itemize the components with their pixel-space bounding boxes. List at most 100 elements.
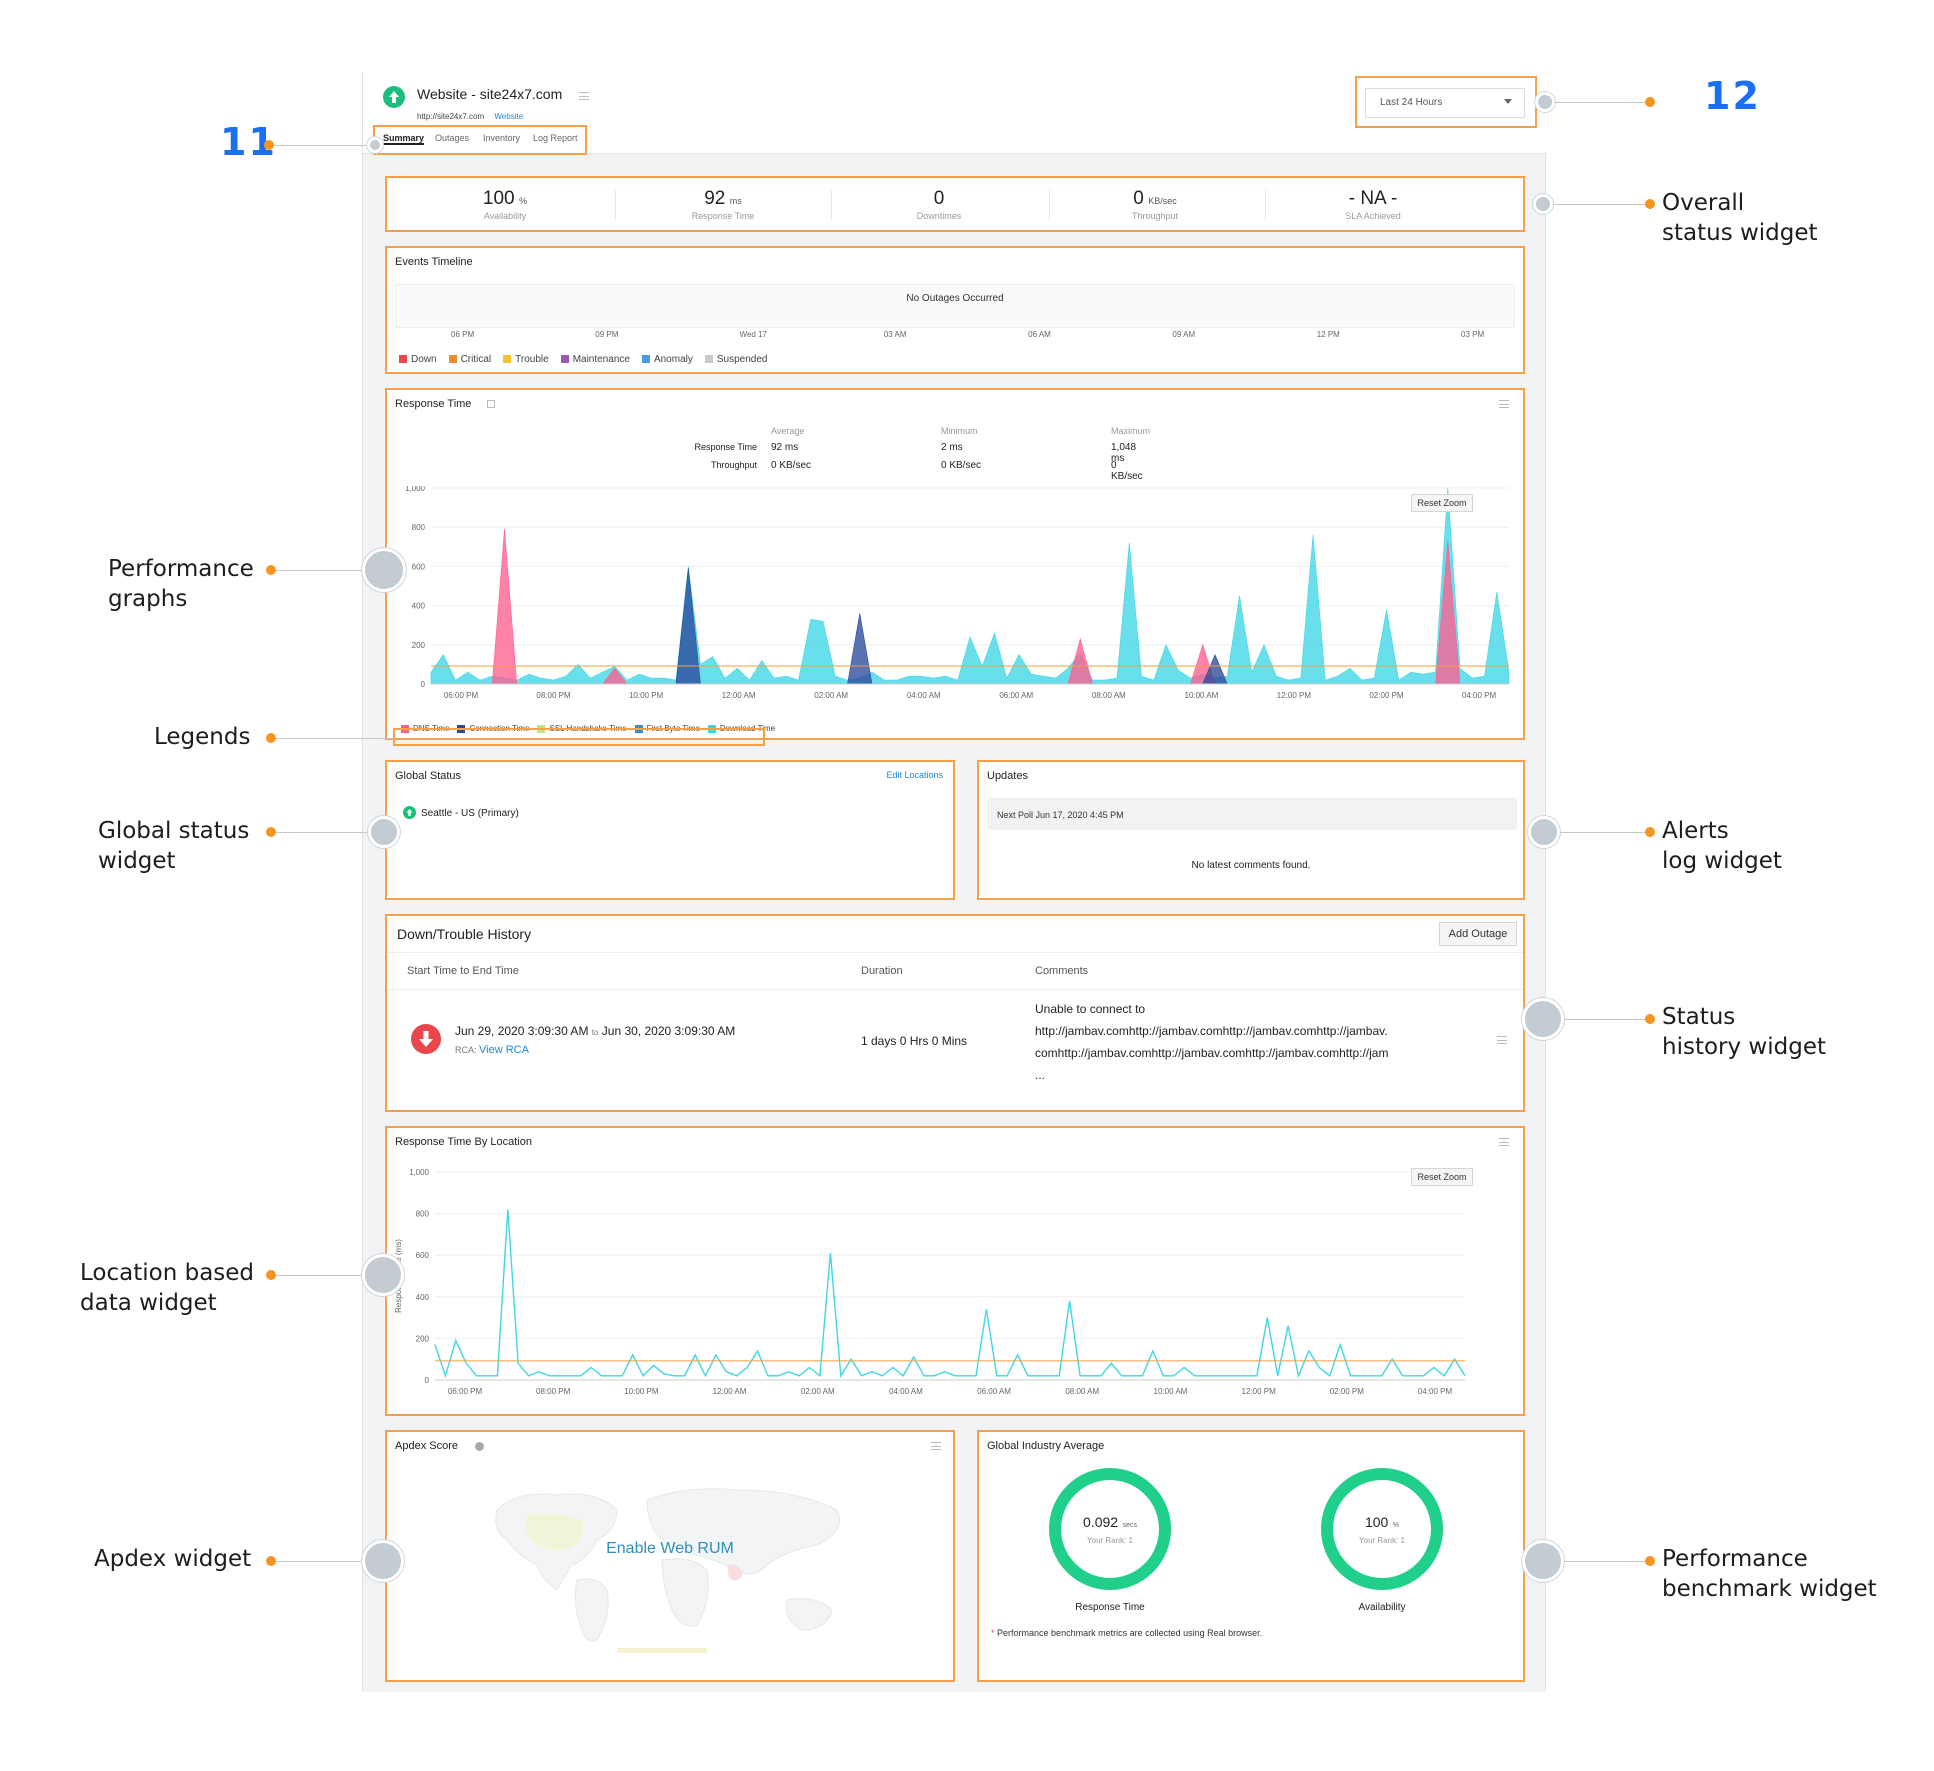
x-tick-label: 04:00 PM xyxy=(1418,1387,1453,1396)
menu-icon[interactable] xyxy=(1499,400,1509,408)
callout-leader xyxy=(276,832,370,833)
x-tick-label: 04:00 PM xyxy=(1462,691,1497,700)
events-legend-item[interactable]: Maintenance xyxy=(560,354,630,365)
callout-leader xyxy=(1555,102,1645,103)
gauge-rank: Your Rank: 1 xyxy=(1359,1536,1405,1545)
monitor-title: Website - site24x7.com xyxy=(417,86,563,102)
reset-zoom-button[interactable]: Reset Zoom xyxy=(1411,1168,1473,1186)
events-tick-label: 09 PM xyxy=(595,330,619,339)
callout-number-12: 12 xyxy=(1704,74,1761,118)
col-start-end: Start Time to End Time xyxy=(407,965,519,977)
edit-locations-link[interactable]: Edit Locations xyxy=(886,770,943,780)
global-status-title: Global Status xyxy=(395,770,462,782)
menu-icon[interactable] xyxy=(1497,1036,1507,1044)
divider xyxy=(615,190,616,220)
x-tick-label: 08:00 AM xyxy=(1065,1387,1099,1396)
monitor-url[interactable]: http://site24x7.com xyxy=(417,112,485,121)
x-tick-label: 10:00 PM xyxy=(629,691,664,700)
menu-icon[interactable] xyxy=(931,1442,941,1450)
callout-overall-status: Overall status widget xyxy=(1662,188,1818,248)
benchmark-note-text: Performance benchmark metrics are collec… xyxy=(997,1628,1263,1638)
response-time-chart[interactable]: 0 200 400 600 800 1,000 06:00 PM 08:00 PM 10:00 … xyxy=(395,486,1515,720)
row-label: Response Time xyxy=(694,442,757,452)
gauge-value: 100 xyxy=(1364,1514,1389,1530)
events-legend-item[interactable]: Suspended xyxy=(704,354,767,365)
y-tick-label: 1,000 xyxy=(409,1168,430,1177)
events-tick-label: 06 AM xyxy=(1028,330,1051,339)
info-icon[interactable] xyxy=(475,1442,484,1451)
enable-rum-link[interactable]: Enable Web RUM xyxy=(606,1540,734,1557)
callout-pin xyxy=(1645,1556,1655,1566)
gauge-label: Availability xyxy=(1358,1602,1406,1613)
callout-line: history widget xyxy=(1662,1034,1826,1060)
callout-marker xyxy=(368,816,400,848)
tab-log-report[interactable]: Log Report xyxy=(533,133,578,143)
x-tick-label: 12:00 PM xyxy=(1242,1387,1277,1396)
stat-availability: 100 % Availability xyxy=(405,188,605,221)
events-legend: Down Critical Trouble Maintenance Anomaly Sus… xyxy=(399,354,767,365)
outage-end: Jun 30, 2020 3:09:30 AM xyxy=(601,1024,736,1038)
benchmark-note: * Performance benchmark metrics are coll… xyxy=(991,1628,1262,1638)
menu-icon[interactable] xyxy=(579,92,589,100)
tab-outages[interactable]: Outages xyxy=(435,133,470,143)
outage-to: to xyxy=(591,1028,599,1037)
events-tick-label: 03 PM xyxy=(1461,330,1485,339)
tab-inventory[interactable]: Inventory xyxy=(483,133,521,143)
stat-label: Response Time xyxy=(691,211,755,221)
events-track: No Outages Occurred xyxy=(395,284,1515,328)
tab-summary[interactable]: Summary xyxy=(383,133,425,145)
callout-marker xyxy=(362,548,406,592)
x-tick-label: 06:00 PM xyxy=(448,1387,483,1396)
cell: 0 KB/sec xyxy=(771,460,812,471)
external-link-icon[interactable] xyxy=(487,400,495,408)
period-select-value: Last 24 Hours xyxy=(1380,97,1443,108)
stat-label: SLA Achieved xyxy=(1345,211,1401,221)
x-tick-label: 12:00 PM xyxy=(1277,691,1312,700)
events-legend-item[interactable]: Anomaly xyxy=(641,354,693,365)
menu-icon[interactable] xyxy=(1499,1138,1509,1146)
events-legend-item[interactable]: Critical xyxy=(448,354,491,365)
legend-swatch xyxy=(560,355,569,364)
location-name[interactable]: Seattle - US (Primary) xyxy=(421,808,519,819)
view-rca-link[interactable]: View RCA xyxy=(479,1044,529,1056)
stat-label: Availability xyxy=(483,211,527,221)
callout-line: log widget xyxy=(1662,848,1782,874)
callout-pin xyxy=(1645,827,1655,837)
callout-line: Alerts xyxy=(1662,818,1729,844)
location-data-widget: Response Time By Location 0 200 400 600 800 1… xyxy=(385,1126,1525,1416)
events-legend-item[interactable]: Down xyxy=(399,354,437,365)
tab-bar-highlight xyxy=(373,125,587,155)
divider xyxy=(1265,190,1266,220)
dashboard: Website - site24x7.com http://site24x7.c… xyxy=(362,72,1547,1692)
monitor-header: Website - site24x7.com http://site24x7.c… xyxy=(363,72,1547,154)
outage-start: Jun 29, 2020 3:09:30 AM xyxy=(455,1024,589,1038)
col-head-maximum: Maximum xyxy=(1111,426,1151,436)
events-legend-item[interactable]: Trouble xyxy=(503,354,549,365)
stat-value: 100 xyxy=(482,188,515,209)
response-time-widget: Response Time Average Minimum Maximum Re… xyxy=(385,388,1525,740)
y-tick-label: 600 xyxy=(412,562,426,571)
stat-downtimes: 0 Downtimes xyxy=(839,188,1039,221)
y-tick-label: 800 xyxy=(416,1210,430,1219)
y-tick-label: 400 xyxy=(412,602,426,611)
gauge-unit: secs xyxy=(1122,1522,1137,1529)
x-tick-label: 10:00 PM xyxy=(624,1387,659,1396)
next-poll-bar: Next Poll Jun 17, 2020 4:45 PM xyxy=(987,798,1517,830)
legend-label: Down xyxy=(411,354,437,365)
callout-pin xyxy=(1645,1014,1655,1024)
callout-line: Performance xyxy=(1662,1546,1808,1572)
add-outage-button[interactable]: Add Outage xyxy=(1439,922,1517,946)
x-tick-label: 06:00 AM xyxy=(977,1387,1011,1396)
callout-marker xyxy=(1533,194,1553,214)
period-select[interactable]: Last 24 Hours xyxy=(1365,88,1525,118)
legend-swatch xyxy=(503,355,512,364)
events-tick-label: 06 PM xyxy=(451,330,475,339)
location-chart[interactable]: 0 200 400 600 800 1,000 06:00 PM 08:00 PM 10:00 … xyxy=(391,1160,1515,1410)
benchmark-response-gauge: 0.092 secs Your Rank: 1 xyxy=(1049,1468,1171,1590)
callout-line: data widget xyxy=(80,1290,217,1316)
callout-line: Overall xyxy=(1662,190,1745,216)
benchmark-availability-gauge: 100 % Your Rank: 1 xyxy=(1321,1468,1443,1590)
up-status-icon xyxy=(383,86,405,108)
stat-throughput: 0 KB/sec Throughput xyxy=(1055,188,1255,221)
reset-zoom-button[interactable]: Reset Zoom xyxy=(1411,494,1473,512)
